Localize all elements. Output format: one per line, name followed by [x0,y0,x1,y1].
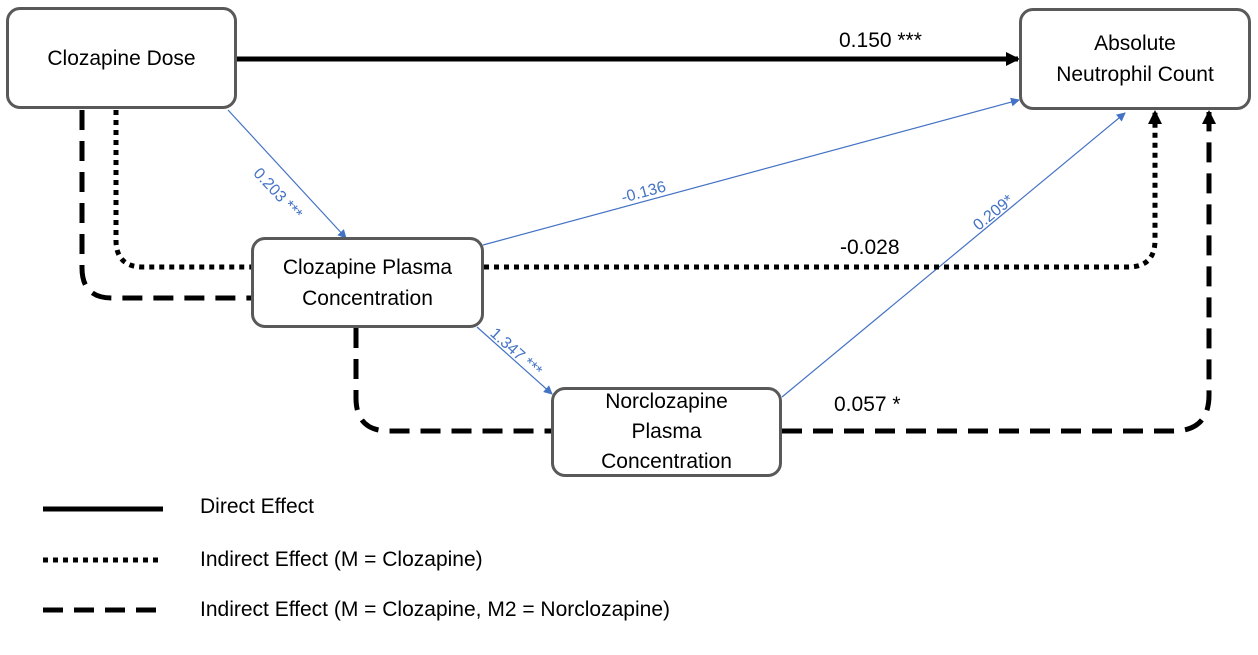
node-clozapine-dose: Clozapine Dose [6,7,237,109]
indirect-norclozapine-path-mid [353,328,552,434]
node-norclozapine-plasma-concentration: Norclozapine Plasma Concentration [551,387,782,477]
node-npc-line2: Plasma [631,420,702,443]
indirect-clozapine-path-right [484,110,1162,270]
indirect-clozapine-path-left [113,110,252,270]
node-anc-line1: Absolute [1094,32,1176,55]
label-direct-effect: 0.150 *** [839,29,922,52]
npc-to-anc-arrow [781,112,1126,398]
legend-direct-effect: Direct Effect [200,495,314,518]
node-clozapine-plasma-concentration: Clozapine Plasma Concentration [251,237,484,328]
legend-indirect-norclozapine: Indirect Effect (M = Clozapine, M2 = Nor… [200,598,670,621]
label-indirect-clozapine: -0.028 [840,236,900,259]
node-absolute-neutrophil-count: Absolute Neutrophil Count [1019,8,1251,110]
cpc-to-anc-arrow [482,97,1020,246]
dose-to-cpc-arrow [227,109,347,239]
indirect-norclozapine-path-right [782,110,1216,434]
legend-indirect-clozapine: Indirect Effect (M = Clozapine) [200,548,483,571]
indirect-norclozapine-path-left [79,110,252,301]
node-npc-line1: Norclozapine [605,390,728,413]
node-anc-line2: Neutrophil Count [1056,63,1214,86]
node-clozapine-dose-label: Clozapine Dose [47,46,196,70]
label-indirect-norclozapine: 0.057 * [834,393,901,416]
cpc-to-npc-arrow [476,326,553,395]
node-cpc-line2: Concentration [302,286,433,310]
node-npc-line3: Concentration [601,450,732,473]
node-cpc-line1: Clozapine Plasma [282,255,453,279]
